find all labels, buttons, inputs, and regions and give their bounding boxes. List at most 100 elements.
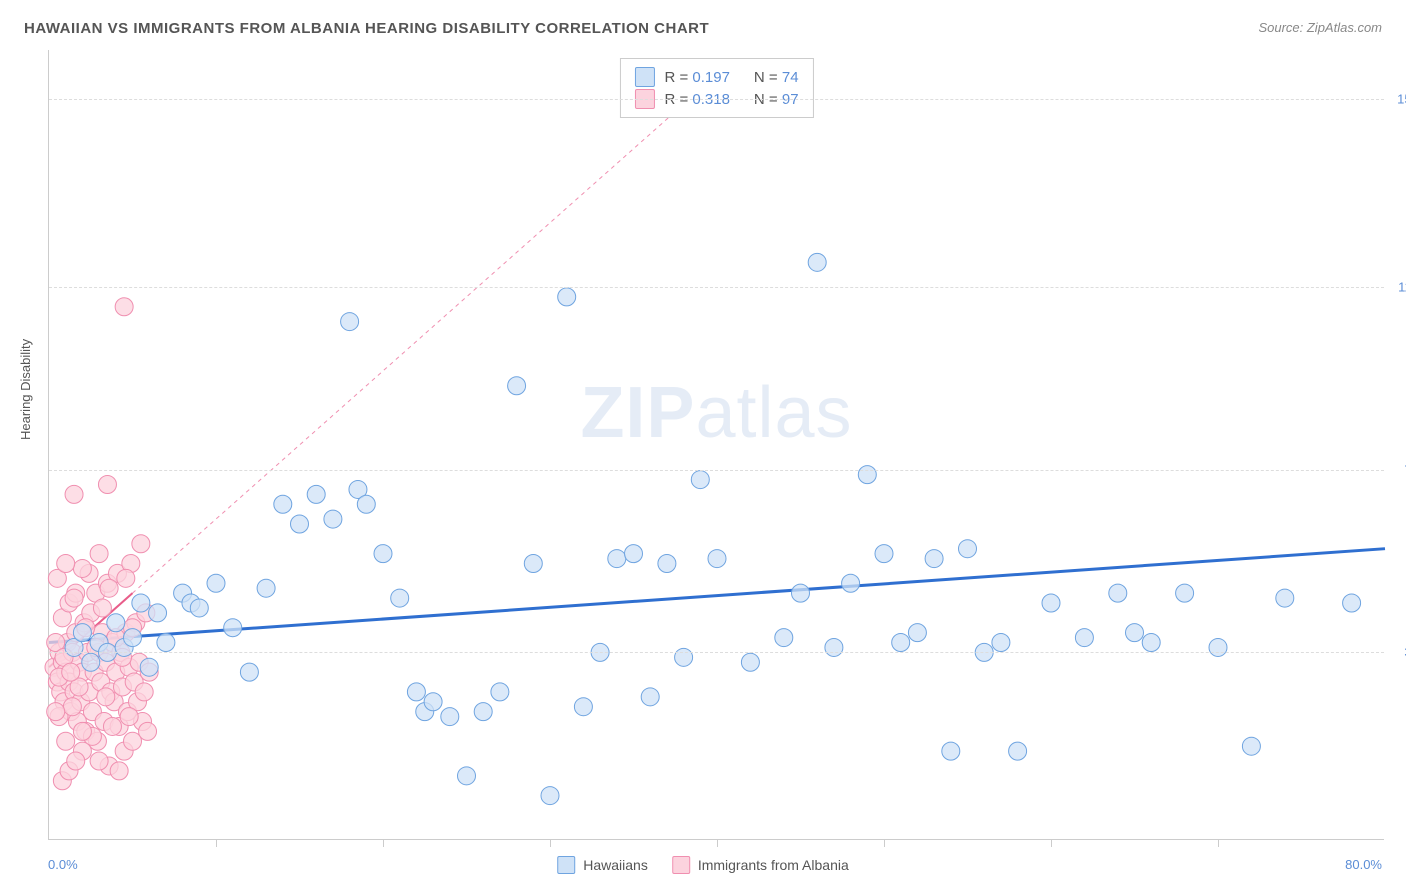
scatter-point (103, 717, 121, 735)
y-tick-label: 15.0% (1389, 92, 1406, 107)
scatter-point (140, 658, 158, 676)
scatter-point (240, 663, 258, 681)
scatter-point (959, 540, 977, 558)
scatter-point (135, 683, 153, 701)
scatter-point (67, 752, 85, 770)
chart-title: HAWAIIAN VS IMMIGRANTS FROM ALBANIA HEAR… (24, 20, 709, 37)
scatter-point (391, 589, 409, 607)
scatter-point (73, 559, 91, 577)
legend-label: Immigrants from Albania (698, 857, 849, 873)
scatter-point (47, 703, 65, 721)
scatter-point (458, 767, 476, 785)
scatter-point (992, 634, 1010, 652)
scatter-point (73, 722, 91, 740)
scatter-point (307, 485, 325, 503)
scatter-point (1209, 638, 1227, 656)
scatter-point (524, 555, 542, 573)
scatter-point (100, 579, 118, 597)
scatter-point (842, 574, 860, 592)
x-axis-min-label: 0.0% (48, 857, 78, 872)
legend-swatch (557, 856, 575, 874)
scatter-point (792, 584, 810, 602)
scatter-point (98, 476, 116, 494)
scatter-point (407, 683, 425, 701)
scatter-point (107, 614, 125, 632)
stats-swatch (634, 67, 654, 87)
scatter-point (157, 634, 175, 652)
x-tick (884, 839, 885, 847)
x-axis-max-label: 80.0% (1345, 857, 1382, 872)
x-tick (717, 839, 718, 847)
scatter-point (149, 604, 167, 622)
scatter-point (374, 545, 392, 563)
x-tick (550, 839, 551, 847)
scatter-point (207, 574, 225, 592)
scatter-point (1142, 634, 1160, 652)
scatter-point (1242, 737, 1260, 755)
scatter-point (93, 599, 111, 617)
trend-extension (133, 75, 718, 593)
scatter-point (675, 648, 693, 666)
scatter-point (574, 698, 592, 716)
stats-box: R = 0.197N = 74R = 0.318N = 97 (619, 58, 813, 118)
scatter-point (1075, 629, 1093, 647)
scatter-point (1126, 624, 1144, 642)
scatter-point (224, 619, 242, 637)
scatter-point (541, 787, 559, 805)
scatter-point (658, 555, 676, 573)
scatter-point (625, 545, 643, 563)
legend-item: Immigrants from Albania (672, 856, 849, 874)
scatter-point (132, 535, 150, 553)
scatter-point (291, 515, 309, 533)
y-tick-label: 11.2% (1389, 280, 1406, 295)
scatter-point (324, 510, 342, 528)
scatter-point (132, 594, 150, 612)
legend: Hawaiians Immigrants from Albania (557, 856, 849, 874)
x-tick (1218, 839, 1219, 847)
scatter-point (124, 629, 142, 647)
scatter-point (1276, 589, 1294, 607)
x-tick (383, 839, 384, 847)
gridline (49, 99, 1384, 100)
y-tick-label: 3.8% (1389, 645, 1406, 660)
gridline (49, 287, 1384, 288)
scatter-point (90, 752, 108, 770)
scatter-point (942, 742, 960, 760)
scatter-point (641, 688, 659, 706)
scatter-point (608, 550, 626, 568)
scatter-point (97, 688, 115, 706)
scatter-point (341, 313, 359, 331)
n-label: N = 74 (754, 69, 799, 86)
scatter-point (808, 253, 826, 271)
x-tick (216, 839, 217, 847)
scatter-point (73, 624, 91, 642)
scatter-point (1109, 584, 1127, 602)
scatter-point (357, 495, 375, 513)
scatter-point (875, 545, 893, 563)
scatter-point (257, 579, 275, 597)
scatter-point (1176, 584, 1194, 602)
scatter-point (190, 599, 208, 617)
scatter-point (139, 722, 157, 740)
scatter-point (120, 708, 138, 726)
scatter-point (825, 638, 843, 656)
scatter-point (491, 683, 509, 701)
scatter-point (65, 485, 83, 503)
scatter-point (57, 732, 75, 750)
scatter-point (558, 288, 576, 306)
scatter-point (474, 703, 492, 721)
scatter-point (858, 466, 876, 484)
gridline (49, 652, 1384, 653)
scatter-point (691, 471, 709, 489)
legend-label: Hawaiians (583, 857, 648, 873)
scatter-point (908, 624, 926, 642)
scatter-point (1042, 594, 1060, 612)
scatter-point (1343, 594, 1361, 612)
scatter-point (115, 298, 133, 316)
scatter-point (82, 653, 100, 671)
scatter-point (117, 569, 135, 587)
scatter-point (708, 550, 726, 568)
scatter-point (63, 698, 81, 716)
stats-row: R = 0.197N = 74 (634, 67, 798, 87)
scatter-point (62, 663, 80, 681)
